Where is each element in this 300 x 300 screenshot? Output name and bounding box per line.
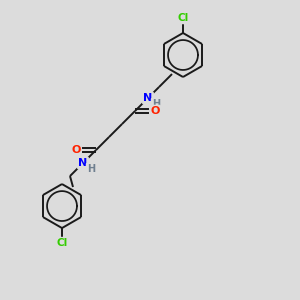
Text: H: H: [87, 164, 95, 174]
Text: Cl: Cl: [177, 13, 189, 23]
Text: O: O: [150, 106, 160, 116]
Text: N: N: [78, 158, 88, 168]
Text: N: N: [143, 93, 153, 103]
Text: H: H: [152, 99, 160, 109]
Text: O: O: [71, 145, 81, 155]
Text: Cl: Cl: [56, 238, 68, 248]
